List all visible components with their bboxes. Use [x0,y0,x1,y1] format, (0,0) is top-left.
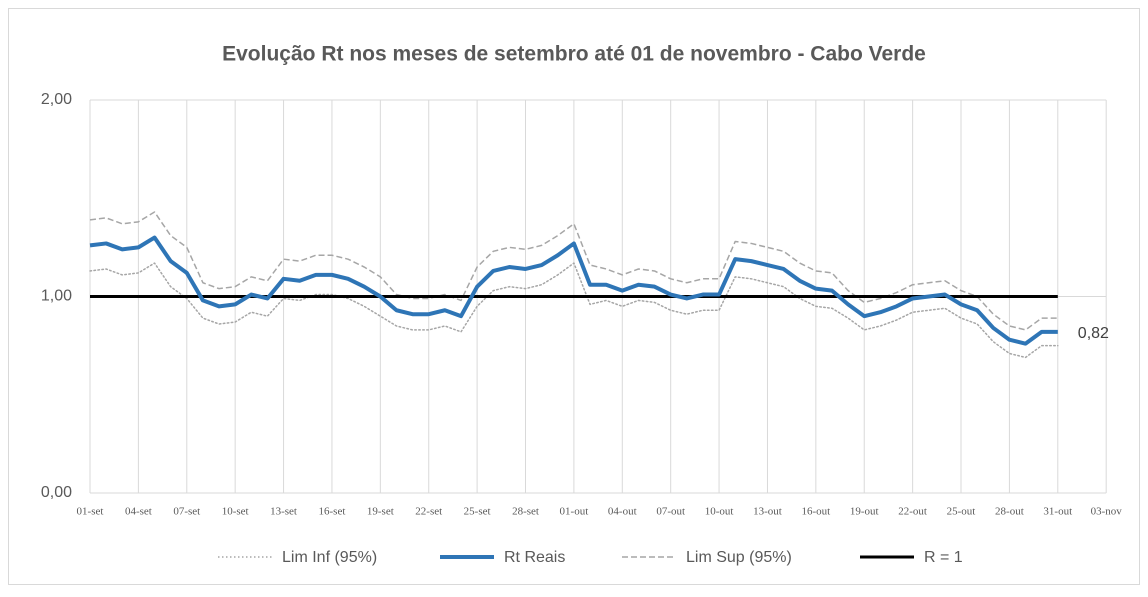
legend-label: Lim Sup (95%) [686,549,792,566]
x-tick-label: 28-set [512,506,539,518]
series-line [89,211,1058,331]
x-tick-label: 22-out [898,506,927,518]
x-tick-label: 22-set [415,506,442,518]
x-tick-label: 10-set [222,506,249,518]
x-tick-label: 04-set [125,506,152,518]
series-line [89,235,1058,346]
x-tick-label: 25-set [464,506,491,518]
legend-label: Rt Reais [504,549,565,566]
x-tick-label: 28-out [995,506,1024,518]
legend-label: R = 1 [924,549,963,566]
x-tick-label: 04-out [608,506,637,518]
x-tick-label: 31-out [1043,506,1072,518]
y-tick-label: 1,00 [41,288,72,305]
x-tick-label: 01-set [77,506,104,518]
x-tick-label: 10-out [705,506,734,518]
data-label: 0,82 [1078,325,1109,342]
x-tick-label: 19-set [367,506,394,518]
legend-label: Lim Inf (95%) [282,549,377,566]
x-tick-label: 07-out [656,506,685,518]
x-tick-label: 19-out [850,506,879,518]
y-tick-label: 0,00 [41,484,72,501]
x-tick-label: 25-out [947,506,976,518]
x-tick-label: 07-set [173,506,200,518]
series-line [89,262,1059,359]
x-tick-label: 13-out [753,506,782,518]
x-tick-label: 03-nov [1091,506,1123,518]
y-tick-label: 2,00 [41,91,72,108]
x-tick-label: 16-set [319,506,346,518]
x-tick-label: 01-out [560,506,589,518]
chart-title: Evolução Rt nos meses de setembro até 01… [222,43,926,66]
x-tick-label: 13-set [270,506,297,518]
x-tick-label: 16-out [801,506,830,518]
